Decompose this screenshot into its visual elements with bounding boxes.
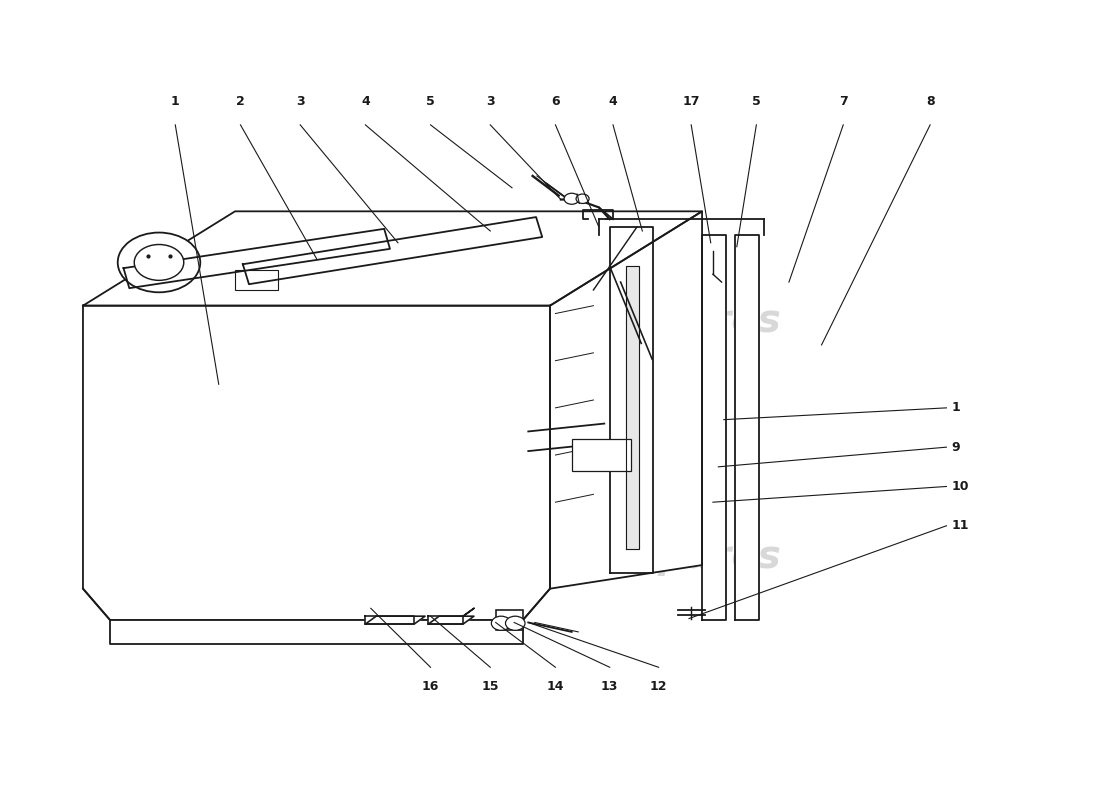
Text: 12: 12 xyxy=(650,681,668,694)
Text: 9: 9 xyxy=(952,441,960,454)
Polygon shape xyxy=(82,306,550,620)
Bar xyxy=(235,270,278,290)
Text: eurospares: eurospares xyxy=(536,302,781,340)
Bar xyxy=(496,610,522,630)
Text: eurospares: eurospares xyxy=(536,538,781,576)
Polygon shape xyxy=(428,616,463,624)
Circle shape xyxy=(118,233,200,292)
Polygon shape xyxy=(428,616,474,624)
Circle shape xyxy=(506,616,525,630)
Text: 3: 3 xyxy=(296,94,305,108)
Text: 8: 8 xyxy=(926,94,935,108)
Text: 4: 4 xyxy=(361,94,370,108)
Text: 13: 13 xyxy=(601,681,618,694)
Circle shape xyxy=(564,194,580,204)
Polygon shape xyxy=(702,235,726,620)
Circle shape xyxy=(492,616,510,630)
Text: 16: 16 xyxy=(421,681,439,694)
Polygon shape xyxy=(463,608,474,616)
Polygon shape xyxy=(626,266,639,550)
Polygon shape xyxy=(365,616,415,624)
Circle shape xyxy=(576,194,590,203)
Polygon shape xyxy=(735,235,759,620)
Text: 1: 1 xyxy=(170,94,179,108)
Text: 11: 11 xyxy=(952,519,969,532)
Polygon shape xyxy=(110,620,522,644)
Text: 14: 14 xyxy=(547,681,564,694)
Text: 7: 7 xyxy=(839,94,848,108)
Text: 5: 5 xyxy=(426,94,434,108)
Text: 15: 15 xyxy=(482,681,499,694)
Polygon shape xyxy=(365,616,425,624)
Text: 17: 17 xyxy=(682,94,700,108)
Text: 1: 1 xyxy=(952,402,960,414)
Polygon shape xyxy=(123,229,390,288)
Text: 10: 10 xyxy=(952,480,969,493)
Bar xyxy=(572,439,631,470)
Text: 4: 4 xyxy=(608,94,617,108)
Text: eurospares: eurospares xyxy=(123,302,369,340)
Text: 6: 6 xyxy=(551,94,560,108)
Polygon shape xyxy=(82,211,702,306)
Polygon shape xyxy=(243,217,542,284)
Polygon shape xyxy=(609,227,653,573)
Text: 2: 2 xyxy=(236,94,245,108)
Text: 5: 5 xyxy=(752,94,761,108)
Text: 3: 3 xyxy=(486,94,495,108)
Text: eurospares: eurospares xyxy=(123,538,369,576)
Circle shape xyxy=(134,245,184,280)
Polygon shape xyxy=(550,211,702,589)
